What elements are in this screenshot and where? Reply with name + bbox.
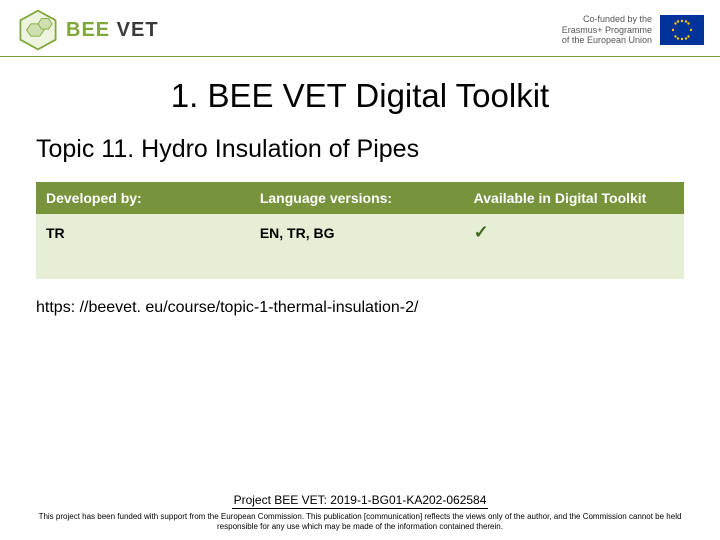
logo-right: Co-funded by the Erasmus+ Programme of t… bbox=[562, 14, 704, 46]
table-header-row: Developed by:Language versions:Available… bbox=[36, 182, 684, 214]
logo-text: BEE VET bbox=[66, 19, 159, 42]
course-url: https: //beevet. eu/course/topic-1-therm… bbox=[36, 299, 684, 317]
table-row: TREN, TR, BG ✓ bbox=[36, 214, 684, 251]
page-title: 1. BEE VET Digital Toolkit bbox=[36, 77, 684, 115]
page-subtitle: Topic 11. Hydro Insulation of Pipes bbox=[36, 135, 684, 164]
table-header-cell: Developed by: bbox=[36, 182, 250, 214]
main-content: 1. BEE VET Digital Toolkit Topic 11. Hyd… bbox=[0, 57, 720, 327]
project-code: Project BEE VET: 2019-1-BG01-KA202-06258… bbox=[232, 493, 489, 509]
table-cell: TR bbox=[36, 214, 250, 251]
footer: Project BEE VET: 2019-1-BG01-KA202-06258… bbox=[0, 491, 720, 532]
info-table: Developed by:Language versions:Available… bbox=[36, 182, 684, 279]
table-row-empty bbox=[36, 251, 684, 279]
check-icon: ✓ bbox=[474, 222, 489, 242]
hex-icon bbox=[16, 8, 60, 52]
table-header-cell: Available in Digital Toolkit bbox=[464, 182, 684, 214]
logo-left: BEE VET bbox=[16, 8, 159, 52]
logo-bee: BEE bbox=[66, 19, 110, 41]
eu-cofunded-text: Co-funded by the Erasmus+ Programme of t… bbox=[562, 14, 652, 46]
disclaimer-text: This project has been funded with suppor… bbox=[24, 512, 696, 532]
eu-flag-icon bbox=[660, 15, 704, 45]
table-cell: ✓ bbox=[464, 214, 684, 251]
header: BEE VET Co-funded by the Erasmus+ Progra… bbox=[0, 0, 720, 57]
logo-vet: VET bbox=[110, 19, 158, 41]
table-header-cell: Language versions: bbox=[250, 182, 464, 214]
table-cell: EN, TR, BG bbox=[250, 214, 464, 251]
